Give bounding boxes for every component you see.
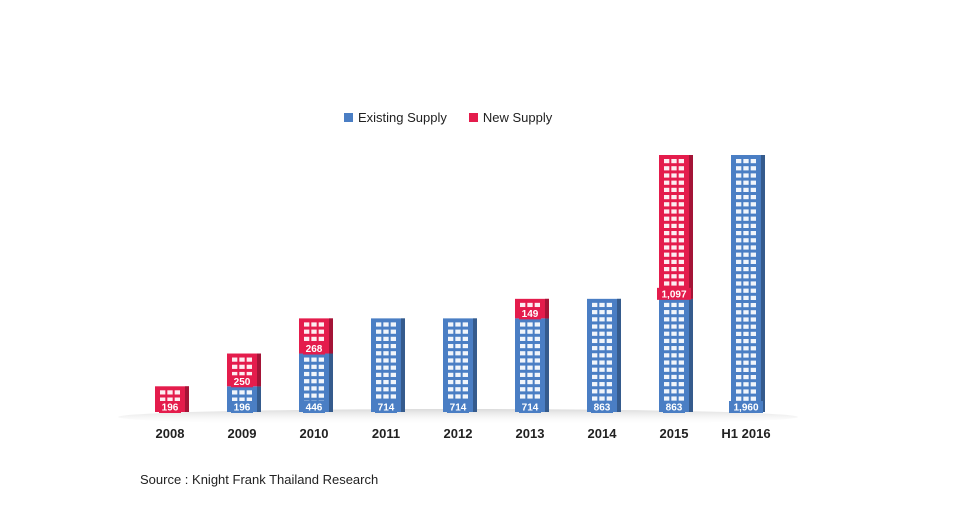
data-label-existing: 863 (594, 403, 611, 414)
x-tick-label: 2010 (300, 426, 329, 441)
legend-item-new[interactable]: New Supply (468, 110, 553, 125)
bar-2009[interactable]: 196 250 (227, 353, 261, 414)
legend-item-existing[interactable]: Existing Supply (344, 110, 447, 125)
data-label-new: 268 (306, 344, 323, 355)
x-tick-label: H1 2016 (721, 426, 770, 441)
data-label-existing: 714 (378, 403, 395, 414)
source-note: Source : Knight Frank Thailand Research (140, 472, 379, 487)
data-label-new: 1,097 (661, 289, 686, 300)
x-tick-label: 2012 (444, 426, 473, 441)
data-label-existing: 863 (666, 403, 683, 414)
data-label-existing: 714 (522, 403, 539, 414)
legend-swatch-new (468, 113, 478, 122)
bar-2014[interactable]: 863 (587, 298, 621, 414)
bar-group: 196 196 250 446 268 714 714 714 149 863 863 1,097 1,… (155, 155, 765, 414)
legend: Existing Supply New Supply (344, 110, 552, 125)
x-tick-label: 2011 (372, 426, 400, 441)
x-tick-label: 2014 (588, 426, 618, 441)
legend-swatch-existing (344, 113, 353, 122)
data-label-existing: 196 (234, 403, 251, 414)
data-label-new: 149 (522, 309, 539, 320)
data-label-existing: 714 (450, 403, 467, 414)
x-tick-label: 2009 (228, 426, 257, 441)
legend-label-existing: Existing Supply (358, 110, 447, 125)
bar-2013[interactable]: 714 149 (515, 298, 549, 414)
x-tick-label: 2008 (156, 426, 185, 441)
bar-2011[interactable]: 714 (371, 318, 405, 414)
x-tick-label: 2015 (660, 426, 689, 441)
x-axis-ticks: 2008 2009 2010 2011 2012 2013 2014 2015 H1 2016 (156, 426, 771, 441)
bar-2012[interactable]: 714 (443, 318, 477, 414)
bar-h1-2016[interactable]: 1,960 (729, 155, 765, 414)
data-label-existing: 446 (306, 403, 323, 414)
data-label-new: 196 (162, 403, 179, 414)
x-tick-label: 2013 (516, 426, 545, 441)
bar-2015[interactable]: 863 1,097 (657, 155, 693, 414)
data-label-new: 250 (234, 377, 251, 388)
bar-2008[interactable]: 196 (155, 386, 189, 414)
legend-label-new: New Supply (482, 110, 553, 125)
chart-baseline-shadow (118, 409, 798, 425)
data-label-existing: 1,960 (733, 403, 758, 414)
bar-2010[interactable]: 446 268 (299, 318, 333, 414)
